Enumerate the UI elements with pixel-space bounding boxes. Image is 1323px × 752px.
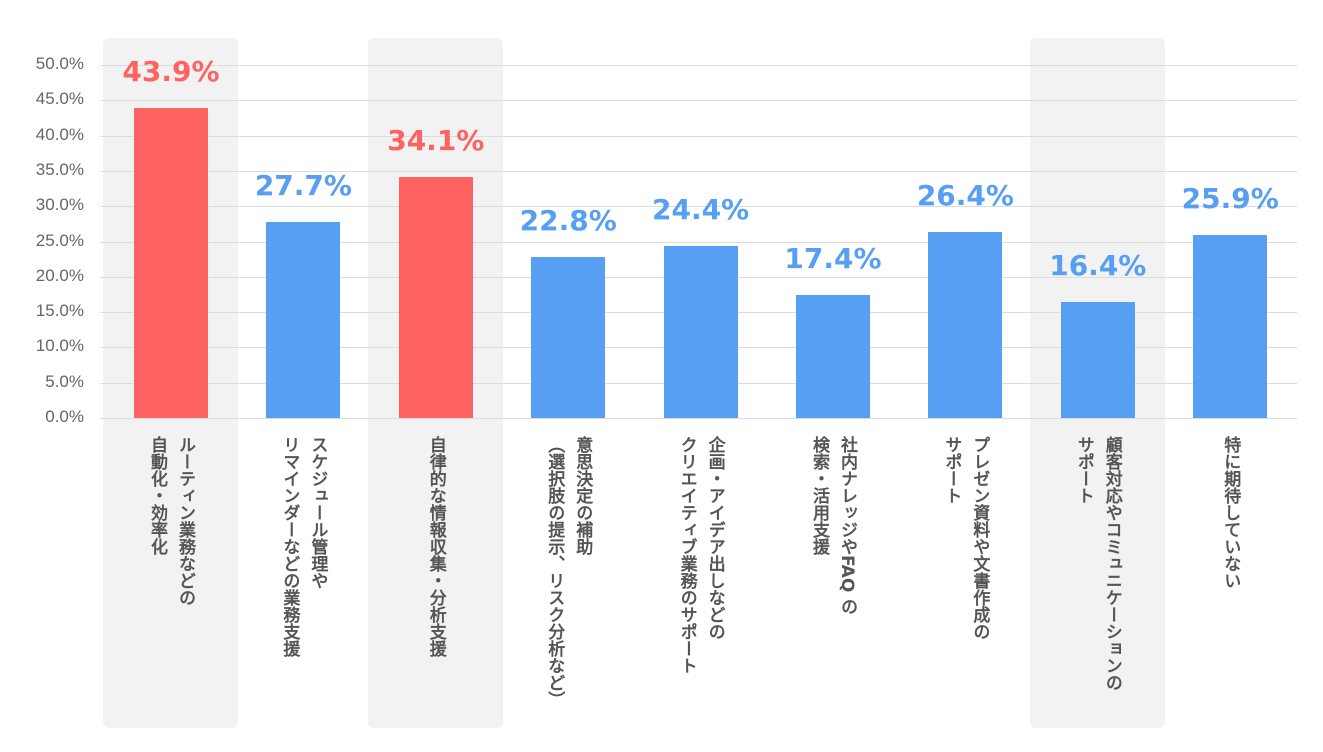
category-label: 意思決定の補助 （選択肢の提示、リスク分析など） (540, 436, 596, 708)
value-label: 26.4% (916, 178, 1014, 212)
category-label-line: 検索・活用支援 (809, 436, 829, 555)
category-label-line: 自動化・効率化 (147, 436, 167, 555)
y-tick-label: 10.0% (35, 336, 84, 355)
category-label-line: （選択肢の提示、リスク分析など） (544, 436, 565, 708)
value-label: 34.1% (387, 124, 485, 158)
bar (266, 222, 341, 418)
category-label: 自律的な情報収集・分析支援 (422, 436, 450, 657)
category-label-line: サポート (941, 436, 962, 504)
value-label: 22.8% (519, 204, 617, 238)
bar (1193, 235, 1268, 418)
category-label: 社内ナレッジやFAQ の検索・活用支援 (805, 436, 861, 615)
category-label: スケジュール管理や リマインダーなどの業務支援 (275, 436, 331, 657)
y-tick-label: 45.0% (35, 89, 84, 108)
bar (531, 257, 606, 418)
category-label: 特に期待していない (1216, 436, 1244, 589)
y-tick-label: 5.0% (45, 372, 84, 391)
gridline (100, 418, 1297, 419)
category-label-line: ルーティン業務などの (175, 436, 195, 606)
value-label: 16.4% (1049, 249, 1147, 283)
gridline (100, 242, 1297, 243)
bar (134, 108, 208, 418)
gridline (100, 171, 1297, 172)
y-tick-label: 40.0% (35, 125, 84, 144)
category-label-line: 自律的な情報収集・分析支援 (425, 436, 446, 657)
category-label-line: クリエイティブ業務のサポート (676, 436, 697, 674)
y-tick-label: 50.0% (35, 54, 84, 73)
bar (663, 245, 738, 418)
category-label-line: 企画・アイデア出しなどの (704, 436, 725, 640)
category-label-line: スケジュール管理や (307, 436, 328, 589)
value-label: 43.9% (122, 55, 220, 89)
value-label: 24.4% (652, 192, 750, 226)
value-label: 17.4% (784, 242, 882, 276)
y-tick-label: 30.0% (35, 195, 84, 214)
category-label-line: サポート (1073, 436, 1094, 504)
y-tick-label: 0.0% (45, 407, 84, 426)
category-label-line: 特に期待していない (1220, 436, 1241, 589)
category-label-line: 顧客対応やコミュニケーションの (1101, 436, 1122, 691)
gridline (100, 206, 1297, 207)
category-label-line: 意思決定の補助 (572, 436, 593, 555)
category-label: プレゼン資料や文書作成の サポート (937, 436, 993, 640)
category-label-line: リマインダーなどの業務支援 (279, 436, 300, 657)
gridline (100, 65, 1297, 66)
y-tick-label: 15.0% (35, 301, 84, 320)
y-tick-label: 35.0% (35, 160, 84, 179)
gridline (100, 136, 1297, 137)
category-label: 顧客対応やコミュニケーションの サポート (1070, 436, 1126, 691)
category-label-line: 社内ナレッジやFAQ の (837, 436, 857, 616)
y-tick-label: 20.0% (35, 266, 84, 285)
category-label: ルーティン業務などの 自動化・効率化 (143, 436, 199, 606)
bar (796, 295, 870, 418)
gridline (100, 100, 1297, 101)
bar (1060, 302, 1135, 418)
category-label-line: プレゼン資料や文書作成の (969, 436, 990, 640)
category-label: 企画・アイデア出しなどの クリエイティブ業務のサポート (673, 436, 729, 674)
bar (398, 177, 473, 418)
value-label: 25.9% (1181, 182, 1279, 216)
y-tick-label: 25.0% (35, 231, 84, 250)
value-label: 27.7% (254, 169, 352, 203)
bar (928, 231, 1003, 418)
